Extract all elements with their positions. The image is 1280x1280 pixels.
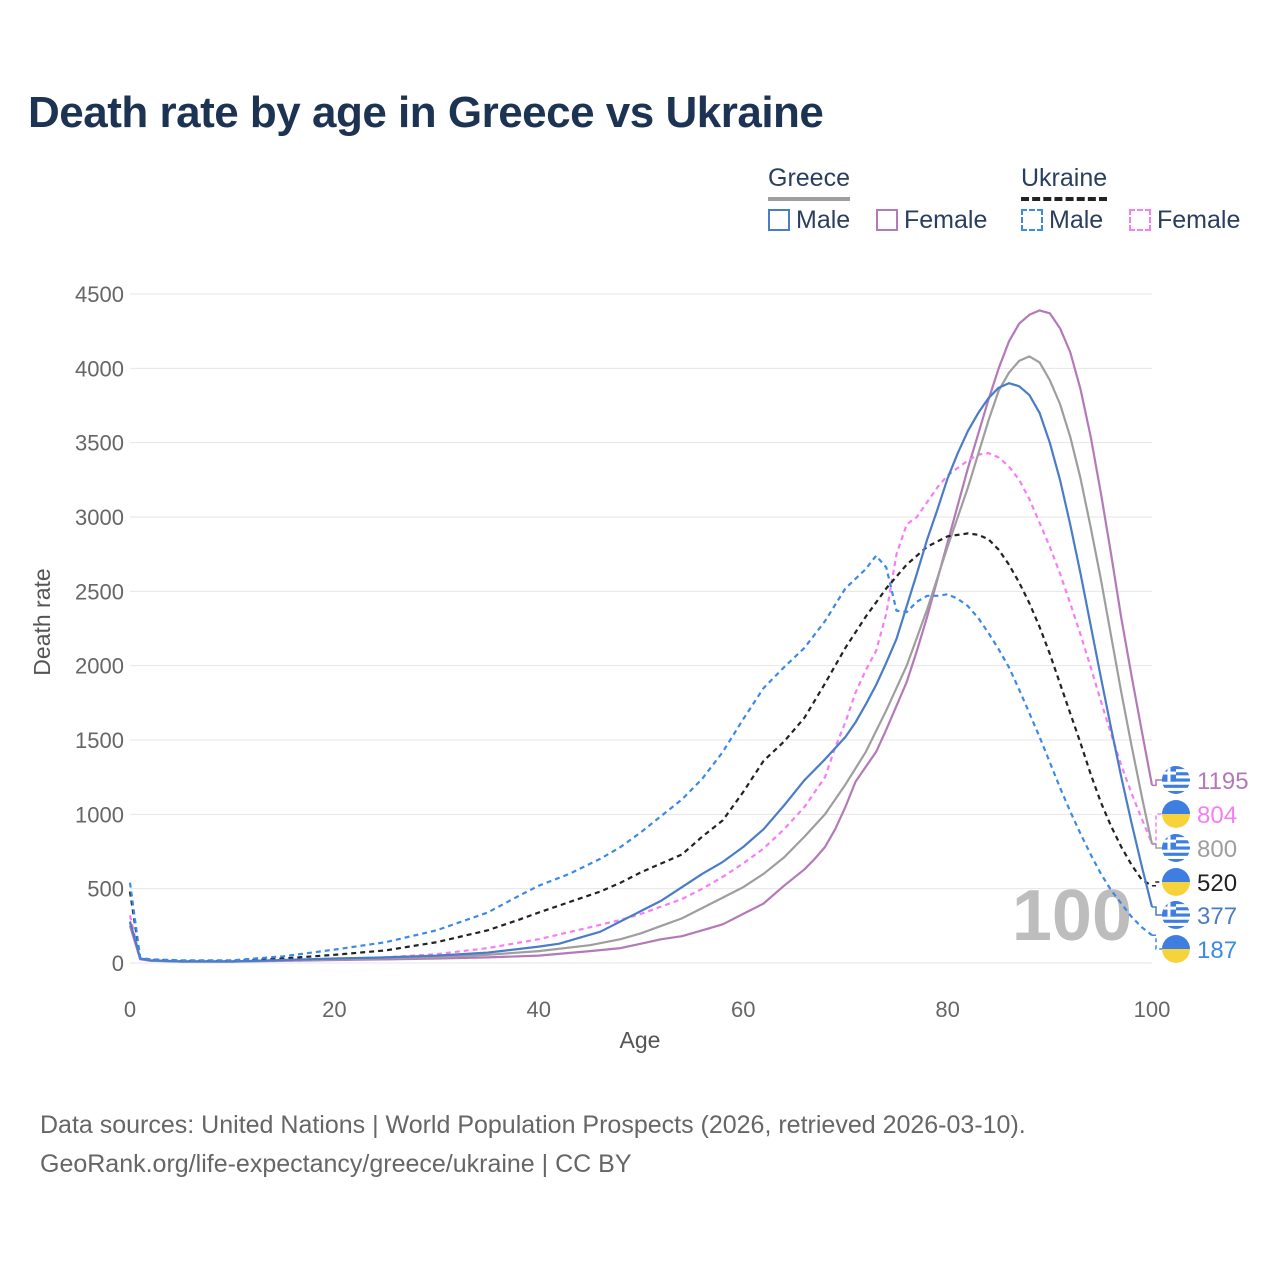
end-label-ukraine-total: 520 — [1197, 870, 1237, 897]
y-tick-label: 500 — [87, 877, 124, 902]
end-label-greece-total: 800 — [1197, 836, 1237, 863]
end-label-connector — [1152, 881, 1164, 887]
end-labels: 1195 804 800 520 377 187 — [1152, 766, 1249, 964]
end-label-greece-female: 1195 — [1197, 768, 1249, 795]
footer-sources: Data sources: United Nations | World Pop… — [40, 1111, 1026, 1139]
y-tick-label: 1000 — [75, 802, 124, 827]
legend-swatch-greece-male — [768, 209, 790, 231]
greece-flag-icon — [1162, 766, 1190, 794]
legend-group-ukraine: Ukraine — [1021, 164, 1108, 201]
ukraine-flag-icon — [1162, 935, 1190, 963]
y-tick-label: 4500 — [75, 282, 124, 307]
legend-greece-female-label: Female — [904, 206, 988, 234]
y-tick-label: 2500 — [75, 579, 124, 604]
death-rate-chart: 0 500 1000 1500 2000 2500 3000 3500 4000 4500 0 20… — [29, 282, 1249, 1053]
legend-greece-female[interactable]: Female — [876, 206, 987, 235]
legend-greece-title: Greece — [768, 164, 850, 201]
legend-swatch-greece-female — [876, 209, 898, 231]
footer-url: GeoRank.org/life-expectancy/greece/ukrai… — [40, 1150, 632, 1178]
legend-ukraine-title: Ukraine — [1021, 164, 1108, 201]
series-line-ukraine-total[interactable] — [128, 532, 1153, 962]
y-tick-label: 4000 — [75, 356, 124, 381]
x-tick-label: 0 — [124, 997, 136, 1022]
x-tick-label: 80 — [935, 997, 959, 1022]
series-line-greece-male[interactable] — [128, 382, 1154, 963]
end-label-connector — [1152, 813, 1164, 845]
legend-greece-male[interactable]: Male — [768, 206, 850, 235]
gridlines — [130, 293, 1152, 964]
footer: Data sources: United Nations | World Pop… — [40, 1106, 1026, 1184]
ukraine-flag-icon — [1162, 868, 1190, 896]
chart-title: Death rate by age in Greece vs Ukraine — [28, 88, 824, 137]
y-tick-label: 0 — [112, 951, 124, 976]
x-tick-label: 20 — [322, 997, 346, 1022]
end-label-connector — [1152, 934, 1164, 950]
end-label-connector — [1152, 843, 1164, 849]
end-label-ukraine-male: 187 — [1197, 937, 1237, 964]
y-tick-label: 3500 — [75, 431, 124, 456]
legend-ukraine-female[interactable]: Female — [1129, 206, 1240, 235]
end-label-greece-male: 377 — [1197, 903, 1237, 930]
legend-ukraine-male[interactable]: Male — [1021, 206, 1103, 235]
series-lines — [128, 309, 1154, 963]
series-line-greece-female[interactable] — [128, 309, 1154, 963]
series-line-ukraine-female[interactable] — [128, 452, 1154, 963]
y-tick-label: 3000 — [75, 505, 124, 530]
end-label-connector — [1152, 779, 1164, 787]
legend-ukraine-female-label: Female — [1157, 206, 1241, 234]
x-tick-label: 100 — [1134, 997, 1171, 1022]
y-axis-title: Death rate — [29, 568, 55, 675]
greece-flag-icon — [1162, 834, 1190, 862]
x-axis-ticks: 0 20 40 60 80 100 — [124, 997, 1170, 1022]
y-tick-label: 2000 — [75, 654, 124, 679]
y-tick-label: 1500 — [75, 728, 124, 753]
legend-group-greece: Greece — [768, 164, 850, 201]
series-line-ukraine-male[interactable] — [128, 554, 1153, 962]
x-axis-title: Age — [620, 1027, 661, 1053]
current-age-watermark: 100 — [1012, 876, 1132, 956]
legend-swatch-ukraine-male — [1021, 209, 1043, 231]
end-label-ukraine-female: 804 — [1197, 802, 1237, 829]
legend-ukraine-male-label: Male — [1049, 206, 1104, 234]
end-label-connector — [1152, 906, 1164, 916]
greece-flag-icon — [1162, 901, 1190, 929]
y-axis-ticks: 0 500 1000 1500 2000 2500 3000 3500 4000 4500 — [75, 282, 124, 976]
legend-greece-male-label: Male — [796, 206, 851, 234]
ukraine-flag-icon — [1162, 800, 1190, 828]
series-line-greece-total[interactable] — [128, 355, 1154, 963]
x-tick-label: 60 — [731, 997, 755, 1022]
legend-swatch-ukraine-female — [1129, 209, 1151, 231]
x-tick-label: 40 — [527, 997, 551, 1022]
